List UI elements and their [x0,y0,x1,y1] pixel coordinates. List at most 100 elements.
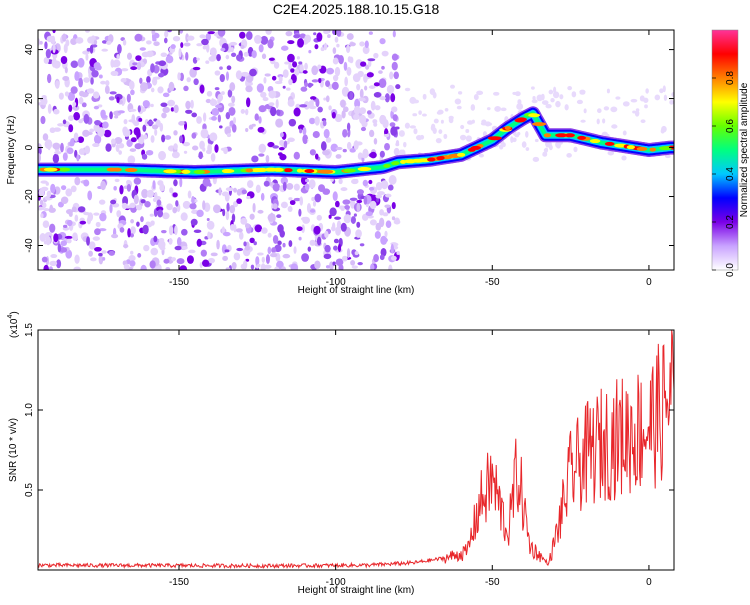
noise-speckle [202,45,207,50]
ridge-hotspot [357,167,372,172]
noise-speckle [457,91,463,95]
noise-speckle [47,103,52,114]
noise-speckle [346,248,351,259]
ridge-hotspot [163,169,177,174]
noise-speckle [304,82,309,88]
noise-speckle [429,88,436,96]
noise-speckle [115,143,120,153]
noise-speckle [298,208,302,217]
noise-speckle [193,78,199,86]
noise-speckle [602,118,606,124]
noise-speckle [110,70,119,77]
noise-speckle [75,37,84,44]
noise-speckle [548,89,554,95]
noise-speckle [440,119,444,124]
noise-speckle [142,124,147,132]
spectrogram-y-label: Frequency (Hz) [6,116,17,185]
noise-speckle [130,226,136,235]
noise-speckle [187,35,195,41]
noise-speckle [277,240,282,246]
noise-speckle [49,260,58,266]
noise-speckle [222,208,226,217]
noise-speckle [248,81,253,86]
noise-speckle [545,104,552,109]
noise-speckle [95,221,101,228]
noise-speckle [142,100,150,108]
ridge-hotspot [383,163,391,168]
noise-speckle [283,140,288,149]
noise-speckle [288,240,293,247]
noise-speckle [221,191,230,197]
noise-speckle [236,54,242,61]
noise-speckle [174,225,178,236]
noise-speckle [147,120,154,125]
noise-speckle [93,39,98,45]
noise-speckle [135,55,142,61]
noise-speckle [435,138,442,144]
noise-speckle [301,253,309,262]
noise-speckle [431,123,436,130]
noise-speckle [324,230,329,239]
noise-speckle [128,80,135,90]
noise-speckle [395,84,401,90]
noise-speckle [94,228,101,236]
noise-speckle [102,256,106,261]
noise-speckle [640,119,646,124]
noise-speckle [161,229,167,234]
noise-speckle [189,67,197,78]
noise-speckle [384,93,390,103]
noise-speckle [217,114,222,123]
noise-speckle [229,41,238,46]
noise-speckle [309,239,316,246]
noise-speckle [391,61,398,71]
noise-speckle [360,61,367,67]
ridge-hotspot [283,168,293,173]
noise-speckle [309,209,316,213]
noise-speckle [289,200,296,206]
noise-speckle [127,227,131,238]
noise-speckle [84,145,91,155]
noise-speckle [350,260,356,266]
colorbar-tick-label: 0.6 [725,119,736,133]
noise-speckle [325,95,330,103]
noise-speckle [90,257,97,262]
snr-y-label: SNR (10 * v/v) [8,418,19,482]
noise-speckle [340,99,346,108]
noise-speckle [157,86,164,94]
noise-speckle [548,144,553,151]
noise-speckle [330,143,339,152]
noise-speckle [567,86,573,91]
noise-speckle [240,44,245,49]
noise-speckle [118,143,125,149]
noise-speckle [212,204,221,214]
noise-speckle [46,190,52,198]
noise-speckle [53,60,61,69]
noise-speckle [101,40,108,44]
noise-speckle [166,203,173,211]
noise-speckle [324,244,331,253]
noise-speckle [207,231,211,239]
noise-speckle [221,244,227,254]
noise-speckle [178,47,182,58]
noise-speckle [486,107,491,111]
noise-speckle [93,105,100,110]
noise-speckle [243,51,249,57]
spectrogram-x-ticks: -150 -100 -50 0 [169,30,652,288]
noise-speckle [53,233,59,243]
noise-speckle [663,94,668,101]
noise-speckle [206,220,215,230]
noise-speckle [145,149,154,156]
noise-speckle [139,77,143,84]
noise-speckle [282,85,286,89]
noise-speckle [218,187,222,196]
noise-speckle [296,226,303,232]
noise-speckle [109,91,117,95]
noise-speckle [199,261,203,269]
noise-speckle [498,144,504,150]
snr-series-line [38,330,674,570]
noise-speckle [46,73,52,84]
noise-speckle [162,106,170,113]
noise-speckle [86,131,93,136]
noise-speckle [92,236,101,241]
noise-speckle [278,146,285,151]
